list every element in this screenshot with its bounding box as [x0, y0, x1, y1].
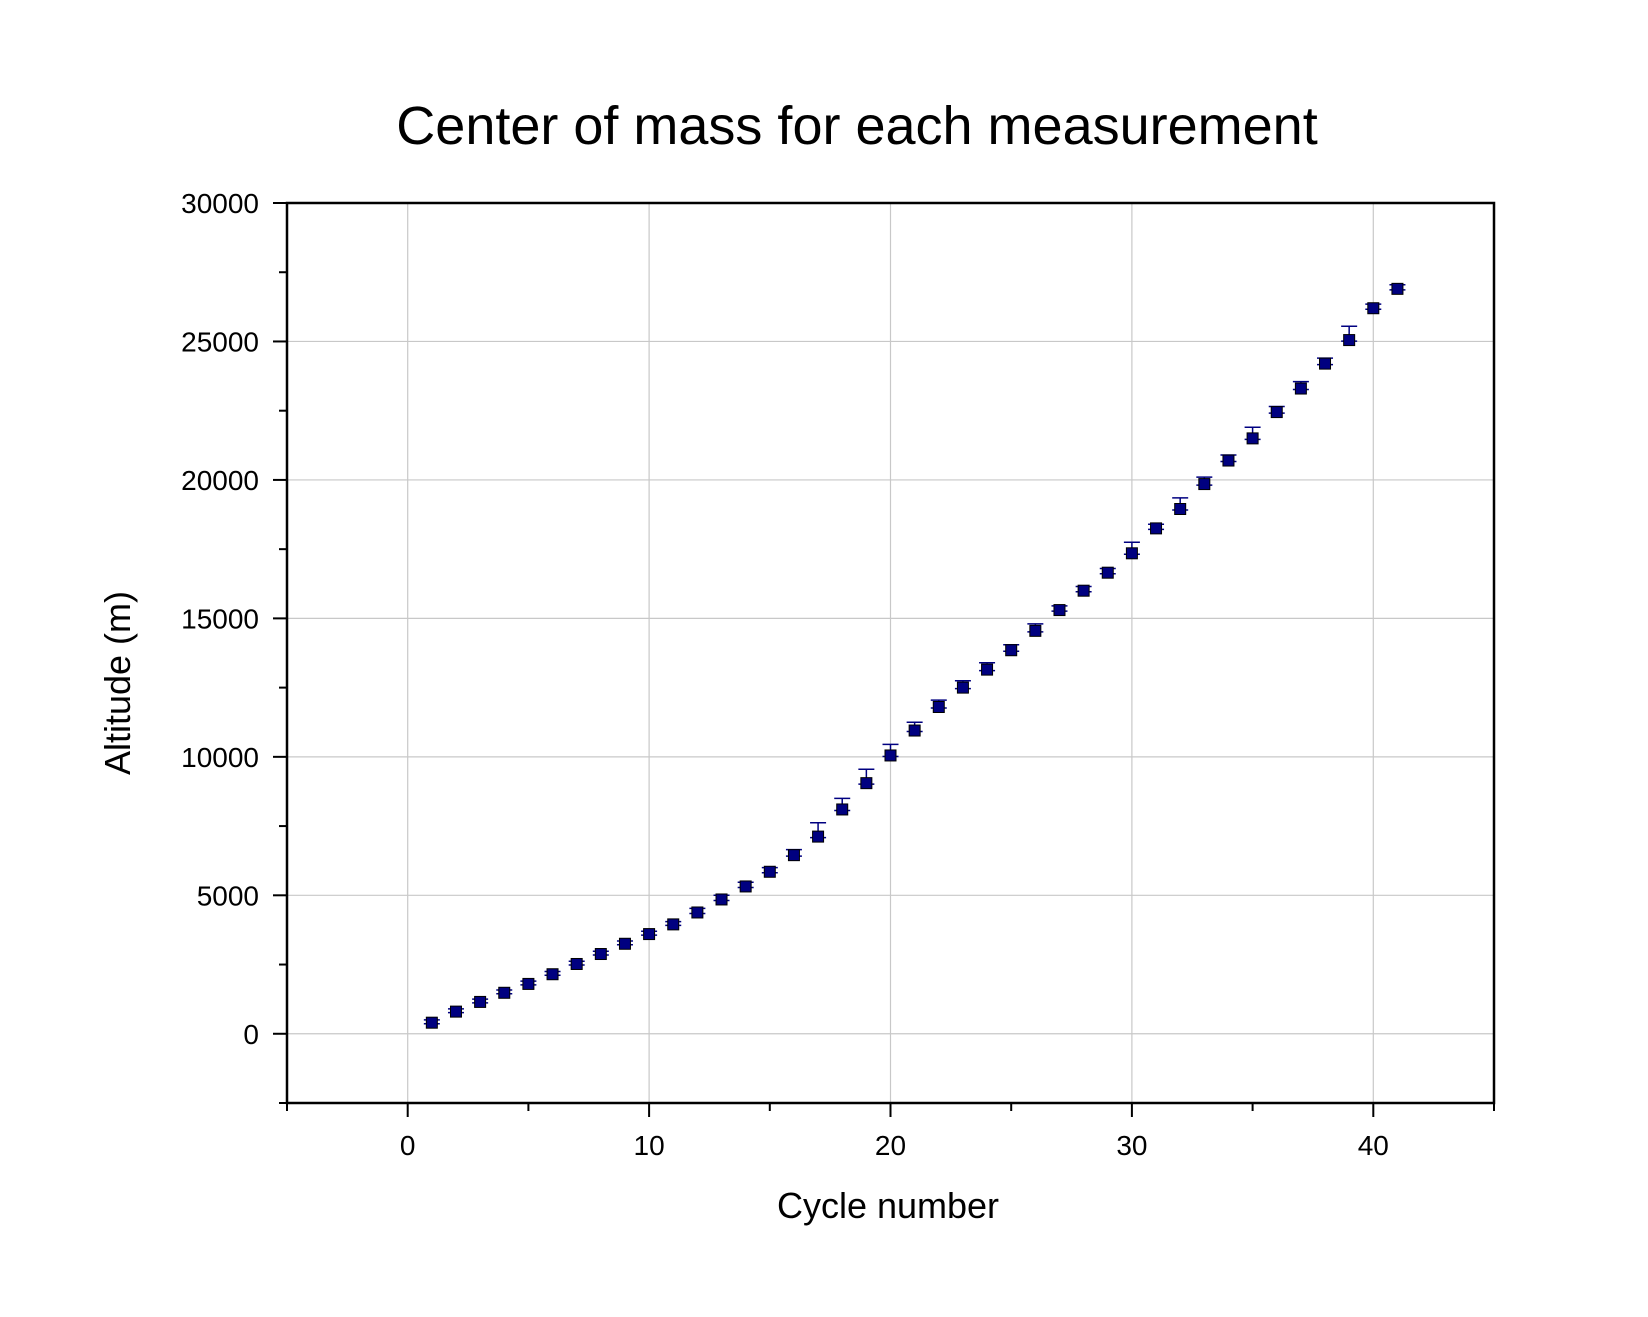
- data-point: [908, 724, 921, 737]
- data-point: [1343, 334, 1356, 347]
- data-point: [812, 830, 825, 843]
- data-point: [1198, 478, 1211, 491]
- data-point: [787, 849, 800, 862]
- data-point: [643, 928, 656, 941]
- y-tick-label: 0: [243, 1019, 259, 1050]
- data-point: [594, 948, 607, 961]
- data-point: [981, 663, 994, 676]
- data-point: [1029, 624, 1042, 637]
- data-point: [1125, 547, 1138, 560]
- data-point: [1077, 584, 1090, 597]
- data-point: [522, 977, 535, 990]
- data-point: [763, 865, 776, 878]
- chart-title: Center of mass for each measurement: [396, 96, 1317, 156]
- data-point: [1222, 454, 1235, 467]
- data-point: [956, 681, 969, 694]
- data-point: [498, 986, 511, 999]
- y-tick-label: 15000: [181, 603, 259, 634]
- data-point: [425, 1016, 438, 1029]
- data-point: [618, 937, 631, 950]
- data-point: [1319, 357, 1332, 370]
- data-point: [932, 701, 945, 713]
- data-point: [1174, 503, 1187, 515]
- y-axis-label: Altitude (m): [97, 591, 138, 775]
- y-tick-label: 25000: [181, 326, 259, 357]
- data-point: [715, 893, 728, 906]
- x-tick-label: 10: [634, 1130, 665, 1161]
- x-tick-label: 30: [1116, 1130, 1147, 1161]
- x-tick-label: 40: [1358, 1130, 1389, 1161]
- data-point: [546, 968, 559, 981]
- x-axis-label: Cycle number: [777, 1185, 999, 1226]
- y-tick-label: 30000: [181, 188, 259, 219]
- y-tick-label: 10000: [181, 742, 259, 773]
- data-point: [1150, 522, 1163, 535]
- data-points: [423, 282, 1406, 1029]
- data-point: [449, 1005, 462, 1018]
- data-point: [691, 906, 704, 919]
- data-point: [474, 995, 487, 1008]
- data-point: [667, 918, 680, 931]
- y-tick-label: 20000: [181, 465, 259, 496]
- plot-frame: [285, 201, 1496, 1105]
- data-point: [1005, 644, 1018, 657]
- data-point: [836, 803, 849, 816]
- data-point: [1270, 406, 1283, 419]
- data-point: [1367, 302, 1380, 315]
- data-point: [739, 880, 752, 893]
- x-tick-label: 20: [875, 1130, 906, 1161]
- data-point: [570, 957, 583, 970]
- data-point: [1391, 282, 1404, 295]
- axis-ticks: 0 10 20 30 40 0 5000 10000 15000 20000 25000 30000: [181, 188, 1495, 1161]
- grid-lines: [287, 203, 1494, 1103]
- data-point: [1294, 382, 1307, 395]
- data-point: [860, 777, 873, 790]
- data-point: [1053, 604, 1066, 617]
- x-tick-label: 0: [400, 1130, 416, 1161]
- data-point: [884, 749, 897, 762]
- data-point: [1101, 566, 1114, 579]
- y-tick-label: 5000: [197, 880, 259, 911]
- data-point: [1246, 432, 1259, 445]
